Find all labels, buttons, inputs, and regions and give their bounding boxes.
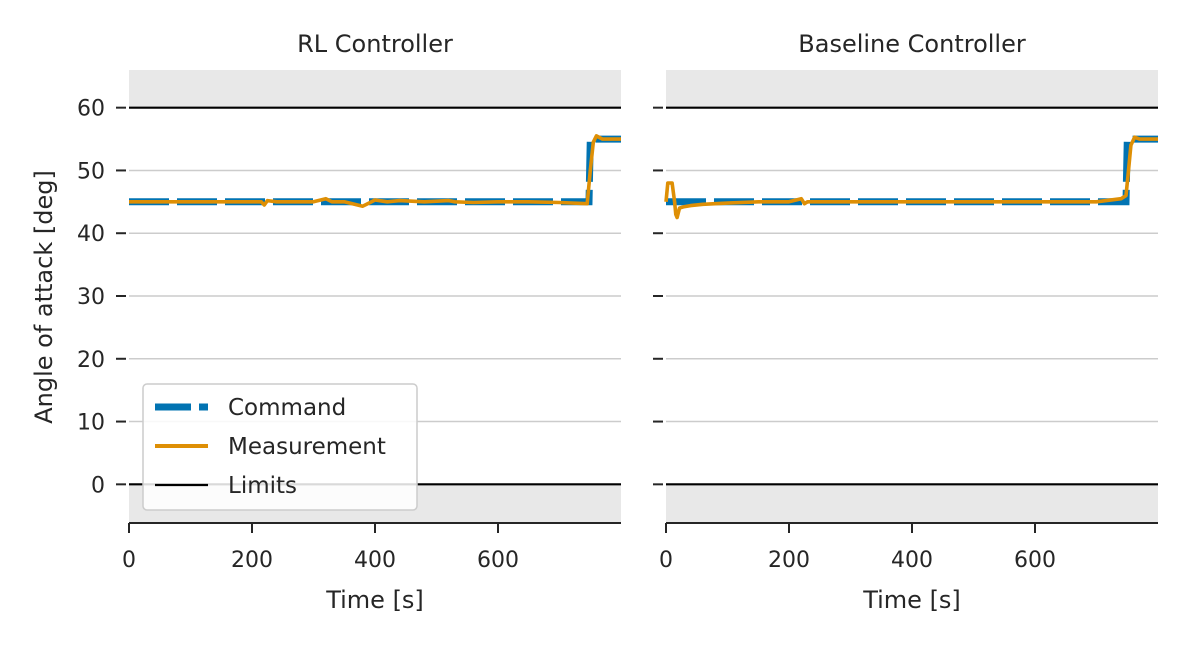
y-axis-label: Angle of attack [deg] [30,170,58,424]
y-tick-label: 50 [77,159,105,184]
baseline-controller-panel: 0 200 400 600 Baseline Controller Time [s] [653,30,1158,614]
x-tick-label: 200 [768,548,810,573]
panel-title: RL Controller [297,30,453,58]
y-tick-label: 20 [77,348,105,373]
shaded-region [666,484,1158,522]
measurement-series-line [129,134,621,208]
shaded-region [666,70,1158,108]
measurement-series-line [664,135,1158,220]
legend-label: Measurement [228,434,386,460]
y-tick-label: 10 [77,411,105,436]
x-tick-label: 600 [1014,548,1056,573]
y-tick-label: 40 [77,222,105,247]
y-tick-label: 0 [91,473,105,498]
shaded-region [129,70,621,108]
x-axis-label: Time [s] [862,586,961,614]
x-tick-label: 0 [122,548,136,573]
chart-legend: Command Measurement Limits [142,383,418,511]
legend-label: Command [228,395,346,421]
legend-label: Limits [228,473,297,499]
x-tick-label: 200 [231,548,273,573]
panel-title: Baseline Controller [798,30,1026,58]
y-tick-label: 60 [77,97,105,122]
x-tick-label: 400 [891,548,933,573]
y-tick-label: 30 [77,285,105,310]
x-axis-label: Time [s] [325,586,424,614]
x-tick-label: 0 [659,548,673,573]
x-tick-label: 400 [354,548,396,573]
legend-box [142,383,418,511]
x-tick-label: 600 [477,548,519,573]
